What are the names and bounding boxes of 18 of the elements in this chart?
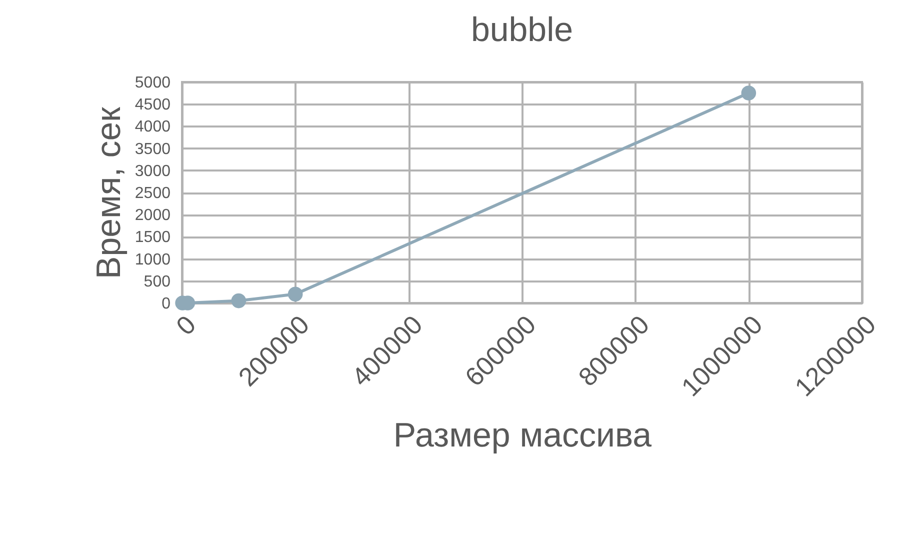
y-tick-label: 0 [162, 296, 171, 312]
y-tick-label: 1000 [134, 251, 171, 268]
y-tick-label: 4500 [134, 96, 171, 114]
y-tick-label: 3000 [134, 162, 171, 180]
y-tick-label: 1500 [134, 229, 171, 246]
y-axis-title: Время, сек [90, 106, 128, 279]
y-tick-label: 2500 [134, 185, 171, 202]
y-tick-label: 3500 [134, 140, 171, 158]
point [288, 286, 303, 302]
y-tick-label: 5000 [134, 74, 171, 92]
x-axis-title: Размер массива [393, 416, 652, 454]
x-tick-label: 0 [170, 309, 202, 341]
y-tick-label: 500 [144, 273, 171, 290]
point [741, 86, 756, 100]
y-tick-label: 4000 [134, 118, 171, 136]
y-tick-label: 2000 [134, 207, 171, 224]
chart-title: bubble [470, 11, 574, 49]
point [231, 293, 246, 308]
